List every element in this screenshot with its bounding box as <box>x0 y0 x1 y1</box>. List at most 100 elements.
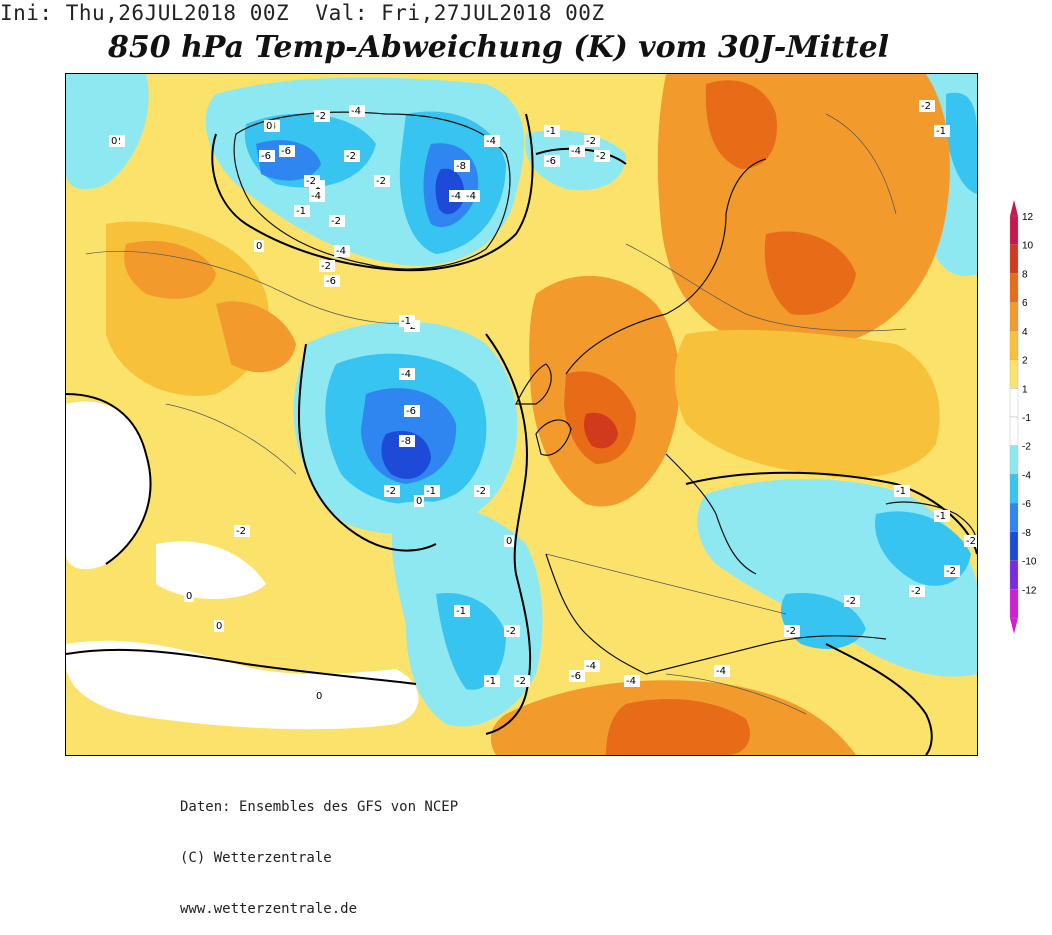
svg-text:0: 0 <box>416 496 422 507</box>
colorbar-bottom-arrow <box>1010 618 1018 634</box>
svg-text:-4: -4 <box>466 191 476 202</box>
svg-text:-6: -6 <box>571 671 581 682</box>
colorbar-label: 12 <box>1022 212 1034 223</box>
svg-text:-6: -6 <box>546 156 556 167</box>
colorbar-top-arrow <box>1010 200 1018 216</box>
colorbar-label: -10 <box>1022 557 1037 568</box>
contour-label: -6 <box>259 150 275 162</box>
cold-core-northeast <box>946 92 977 194</box>
colorbar-swatch <box>1009 215 1019 245</box>
contour-label: -2 <box>304 175 320 187</box>
contour-label: -1 <box>424 485 440 497</box>
svg-text:-4: -4 <box>626 676 636 687</box>
svg-text:-4: -4 <box>311 191 321 202</box>
credit-website: www.wetterzentrale.de <box>180 901 358 917</box>
near-zero-area-west <box>66 401 151 570</box>
colorbar-label: -4 <box>1022 470 1031 481</box>
svg-text:-2: -2 <box>346 151 356 162</box>
minor-contours <box>85 113 907 715</box>
anomaly-region-orange-west-core <box>124 240 216 299</box>
colorbar-swatch <box>1009 445 1019 475</box>
contour-label: -2 <box>504 625 520 637</box>
svg-text:-2: -2 <box>321 261 331 272</box>
cold-anomaly-northwest <box>66 74 149 190</box>
svg-text:-4: -4 <box>336 246 346 257</box>
svg-text:-2: -2 <box>846 596 856 607</box>
anomaly-map: -2-4-2-6-8-6-4-4-2-10-2-4-6-8-2-1-2-1-1-… <box>66 74 977 755</box>
warm-core-north-russia <box>705 80 777 169</box>
svg-text:0: 0 <box>256 241 262 252</box>
init-valid-line: Ini: Thu,26JUL2018 00Z Val: Fri,27JUL201… <box>0 1 605 25</box>
svg-text:-1: -1 <box>936 511 946 522</box>
map-title: 850 hPa Temp-Abweichung (K) vom 30J-Mitt… <box>108 30 890 65</box>
near-zero-area-south <box>66 640 419 730</box>
credit-copyright: (C) Wetterzentrale <box>180 850 332 866</box>
svg-text:-4: -4 <box>451 191 461 202</box>
colorbar-label: 4 <box>1022 327 1028 338</box>
colorbar-label: -8 <box>1022 528 1031 539</box>
warm-core-russia-central <box>764 231 856 315</box>
svg-text:-2: -2 <box>911 586 921 597</box>
warm-peak-north-sea <box>584 412 618 449</box>
contour-label: -2 <box>374 175 390 187</box>
contour-label: 0 <box>504 535 514 547</box>
contour-label: -4 <box>484 135 500 147</box>
data-credits: Daten: Ensembles des GFS von NCEP (C) We… <box>180 765 458 935</box>
svg-text:-4: -4 <box>586 661 596 672</box>
svg-text:-1: -1 <box>486 676 496 687</box>
cold-anomaly-atlantic-deepest <box>381 430 431 479</box>
colorbar-labels: 12 10 8 6 4 2 1 -1 -2 -4 -6 -8 -10 -12 <box>1022 212 1037 596</box>
contour-label: 0 <box>264 120 274 132</box>
contour-label: 0 <box>109 135 119 147</box>
colorbar-legend: 12 10 8 6 4 2 1 -1 -2 -4 -6 -8 -10 -12 <box>1009 200 1037 634</box>
svg-text:0: 0 <box>111 136 117 147</box>
colorbar-swatch <box>1009 359 1019 389</box>
svg-text:-2: -2 <box>476 486 486 497</box>
contour-label: -6 <box>404 405 420 417</box>
svg-text:-1: -1 <box>401 316 411 327</box>
contour-label: 0 <box>414 495 424 507</box>
coastlines <box>233 111 977 675</box>
svg-text:-4: -4 <box>351 106 361 117</box>
contour-label: -4 <box>624 675 640 687</box>
svg-text:0: 0 <box>266 121 272 132</box>
contour-label: -2 <box>909 585 925 597</box>
warm-core-north-africa <box>606 699 750 755</box>
contour-label: -6 <box>569 670 585 682</box>
contour-label: -1 <box>454 605 470 617</box>
contour-label: -2 <box>784 625 800 637</box>
svg-text:-2: -2 <box>376 176 386 187</box>
svg-text:-2: -2 <box>506 626 516 637</box>
svg-text:-1: -1 <box>426 486 436 497</box>
svg-text:-8: -8 <box>456 161 466 172</box>
svg-text:-1: -1 <box>546 126 556 137</box>
colorbar-label: 10 <box>1022 241 1034 252</box>
contour-label: -6 <box>324 275 340 287</box>
svg-text:-2: -2 <box>966 536 976 547</box>
contour-label-layer: -2-4-2-6-8-6-4-4-2-10-2-4-6-8-2-1-2-1-1-… <box>109 100 977 702</box>
contour-label: -2 <box>944 565 960 577</box>
svg-text:0: 0 <box>216 621 222 632</box>
contour-label: -4 <box>714 665 730 677</box>
anomaly-region-orange-labrador <box>216 301 296 373</box>
contour-label: -4 <box>399 368 415 380</box>
svg-text:-6: -6 <box>261 151 271 162</box>
colorbar-swatch <box>1009 244 1019 274</box>
svg-text:-1: -1 <box>896 486 906 497</box>
contour-label: -4 <box>584 660 600 672</box>
colorbar-swatch <box>1009 531 1019 561</box>
cold-anomaly-aegean <box>781 593 866 649</box>
colorbar-label: 6 <box>1022 298 1028 309</box>
svg-text:-4: -4 <box>571 146 581 157</box>
contour-label: -1 <box>294 205 310 217</box>
colorbar-swatch <box>1009 474 1019 504</box>
svg-text:-2: -2 <box>316 111 326 122</box>
svg-text:-1: -1 <box>456 606 466 617</box>
contour-label: 0 <box>254 240 264 252</box>
contour-label: -1 <box>934 510 950 522</box>
cold-anomaly-svalbard <box>525 130 626 191</box>
contour-label: -2 <box>384 485 400 497</box>
contour-label: -2 <box>964 535 977 547</box>
colorbar-label: 8 <box>1022 269 1028 280</box>
contour-label: -2 <box>919 100 935 112</box>
